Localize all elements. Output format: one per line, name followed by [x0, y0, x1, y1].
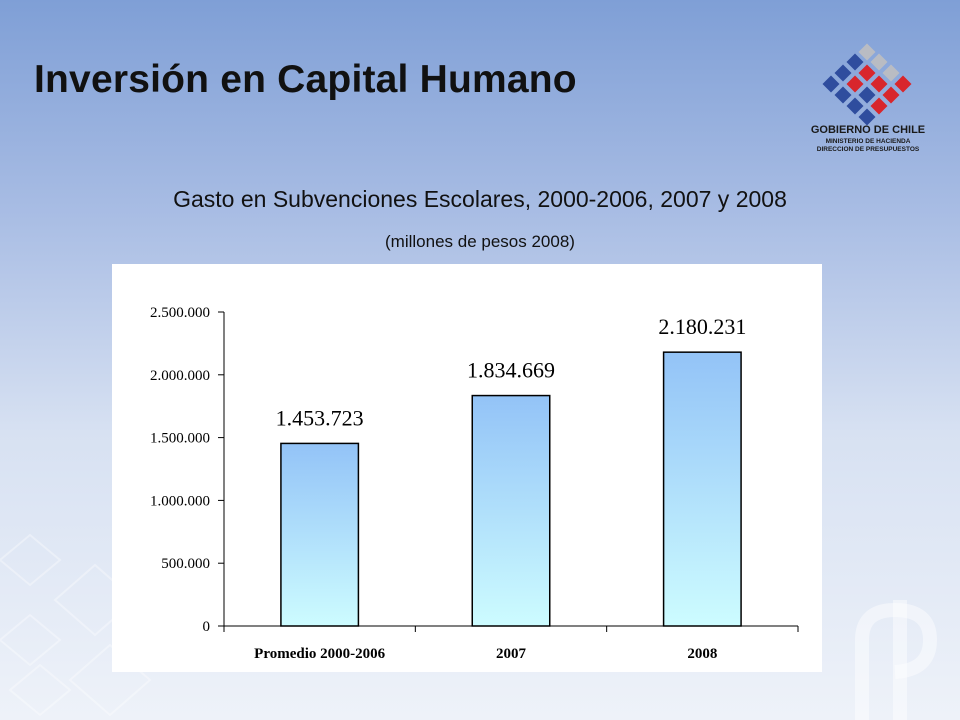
- y-tick-label: 1.000.000: [150, 493, 210, 509]
- chart-area: 0 500.000 1.000.000 1.500.000 2.000.000 2.500…: [112, 264, 822, 672]
- data-label: 1.453.723: [276, 405, 364, 430]
- logo-line2: DIRECCION DE PRESUPUESTOS: [816, 146, 920, 153]
- bar: [280, 442, 360, 627]
- bar: [662, 351, 742, 627]
- data-label: 2.180.231: [658, 314, 746, 339]
- y-tick-label: 0: [203, 619, 211, 635]
- y-tick-label: 2.500.000: [150, 305, 210, 321]
- y-tick-label: 500.000: [161, 556, 210, 572]
- chart-subtitle: (millones de pesos 2008): [385, 232, 575, 251]
- gobierno-de-chile-logo: [822, 43, 912, 126]
- y-tick-label: 2.000.000: [150, 368, 210, 384]
- y-tick-label: 1.500.000: [150, 431, 210, 447]
- bar: [471, 394, 551, 627]
- data-label: 1.834.669: [467, 358, 555, 383]
- page-title: Inversión en Capital Humano: [34, 58, 577, 101]
- chart-title: Gasto en Subvenciones Escolares, 2000-20…: [173, 186, 787, 212]
- logo-line1: MINISTERIO DE HACIENDA: [825, 138, 911, 145]
- x-category-label: 2008: [687, 646, 717, 662]
- x-category-label: 2007: [496, 646, 527, 662]
- bar-chart: 0 500.000 1.000.000 1.500.000 2.000.000 2.500…: [150, 305, 799, 662]
- logo-name: GOBIERNO DE CHILE: [810, 124, 926, 136]
- x-category-label: Promedio 2000-2006: [254, 646, 385, 662]
- logo-mark: [822, 43, 912, 126]
